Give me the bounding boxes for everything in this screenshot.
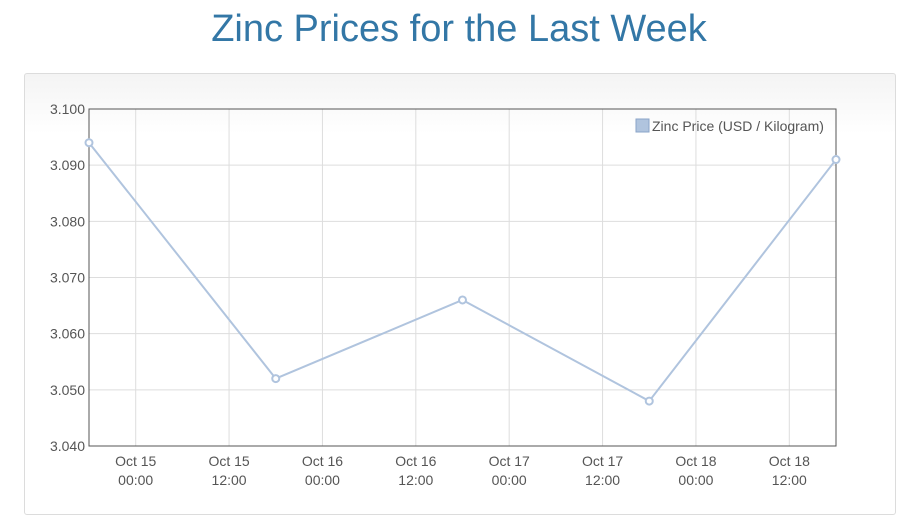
- x-tick-date: Oct 16: [302, 453, 343, 469]
- data-point[interactable]: [271, 374, 281, 384]
- y-axis: 3.040 3.050 3.060 3.070 3.080 3.090 3.100: [50, 101, 85, 454]
- x-tick-label: Oct 15 00:00: [115, 453, 156, 488]
- y-tick-label: 3.060: [50, 326, 85, 342]
- x-axis: Oct 15 00:00 Oct 15 12:00 Oct 16 00:00 Oct 16 1…: [115, 453, 810, 488]
- x-tick-label: Oct 15 12:00: [208, 453, 249, 488]
- y-tick-label: 3.090: [50, 157, 85, 173]
- plot-frame: [88, 108, 837, 447]
- x-tick-time: 00:00: [492, 472, 527, 488]
- x-tick-date: Oct 18: [769, 453, 810, 469]
- data-point[interactable]: [831, 155, 841, 165]
- data-point[interactable]: [644, 396, 654, 406]
- x-tick-label: Oct 17 00:00: [489, 453, 530, 488]
- data-point[interactable]: [458, 295, 467, 305]
- series-layer: [84, 138, 841, 406]
- x-tick-date: Oct 15: [208, 453, 249, 469]
- x-tick-label: Oct 16 12:00: [395, 453, 436, 488]
- x-tick-date: Oct 18: [675, 453, 716, 469]
- x-tick-label: Oct 18 00:00: [675, 453, 716, 488]
- x-tick-time: 00:00: [118, 472, 153, 488]
- y-tick-label: 3.100: [50, 101, 85, 117]
- x-tick-date: Oct 17: [489, 453, 530, 469]
- series-line: [88, 142, 837, 403]
- x-tick-date: Oct 17: [582, 453, 623, 469]
- x-tick-time: 12:00: [212, 472, 247, 488]
- chart-panel: 3.040 3.050 3.060 3.070 3.080 3.090 3.100 Oct …: [24, 73, 896, 515]
- x-tick-time: 12:00: [398, 472, 433, 488]
- y-tick-label: 3.080: [50, 213, 85, 229]
- grid-layer: [89, 108, 836, 447]
- legend[interactable]: Zinc Price (USD / Kilogram): [635, 118, 824, 134]
- y-tick-label: 3.050: [50, 382, 85, 398]
- x-tick-label: Oct 18 12:00: [769, 453, 810, 488]
- data-point[interactable]: [84, 138, 94, 148]
- x-tick-date: Oct 16: [395, 453, 436, 469]
- x-tick-date: Oct 15: [115, 453, 156, 469]
- x-tick-label: Oct 17 12:00: [582, 453, 623, 488]
- line-chart: 3.040 3.050 3.060 3.070 3.080 3.090 3.100 Oct …: [50, 101, 841, 488]
- x-tick-time: 12:00: [585, 472, 620, 488]
- x-tick-label: Oct 16 00:00: [302, 453, 343, 488]
- y-tick-label: 3.040: [50, 438, 85, 454]
- page-title: Zinc Prices for the Last Week: [211, 8, 707, 50]
- x-tick-time: 00:00: [305, 472, 340, 488]
- legend-swatch: [635, 118, 650, 133]
- x-tick-time: 00:00: [678, 472, 713, 488]
- legend-label: Zinc Price (USD / Kilogram): [652, 118, 824, 134]
- x-tick-time: 12:00: [772, 472, 807, 488]
- y-tick-label: 3.070: [50, 270, 85, 286]
